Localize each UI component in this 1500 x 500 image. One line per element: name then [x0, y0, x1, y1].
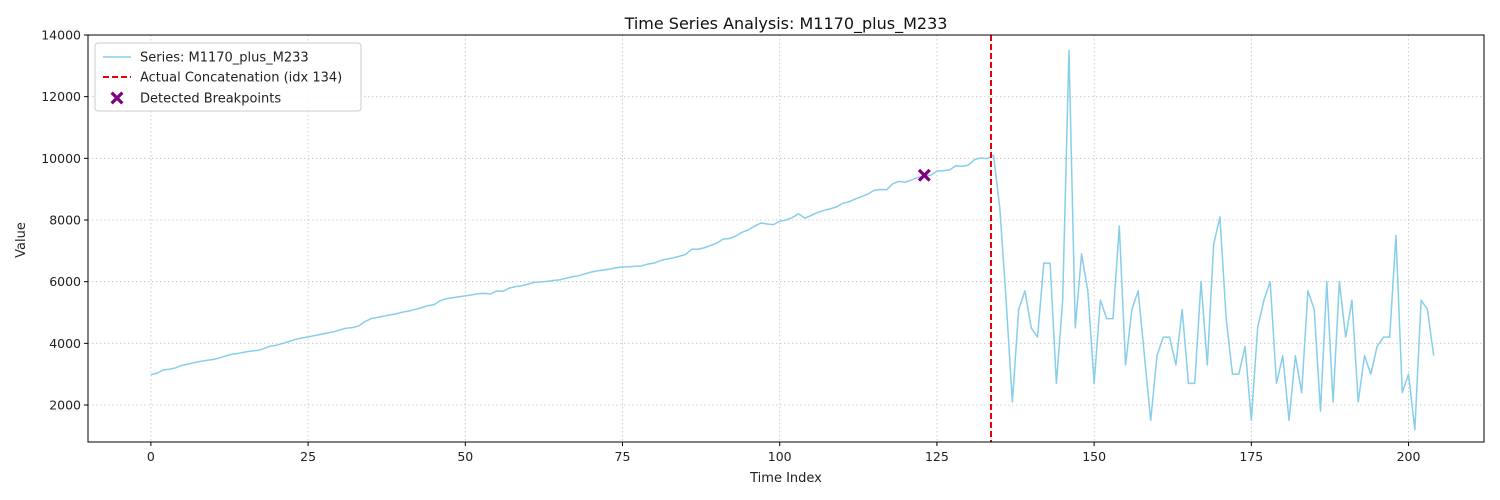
y-tick-label: 14000	[41, 28, 81, 43]
legend: Series: M1170_plus_M233 Actual Concatena…	[94, 42, 362, 112]
x-tick-label: 50	[457, 449, 473, 464]
breakpoint-marker	[917, 168, 931, 182]
x-tick-label: 100	[768, 449, 792, 464]
legend-box	[94, 42, 362, 112]
y-tick-label: 12000	[41, 89, 81, 104]
marker-layer	[917, 35, 992, 442]
y-tick-label: 2000	[49, 398, 81, 413]
x-tick-label: 150	[1082, 449, 1106, 464]
tick-layer: 0 25 50 75 100 125 150 175 200 2000 4000 6000 8000 10…	[41, 28, 1420, 465]
plot-frame	[87, 34, 1485, 443]
y-tick-label: 10000	[41, 151, 81, 166]
series-line	[150, 49, 1435, 431]
y-axis-label: Value	[14, 222, 29, 258]
x-tick-label: 75	[615, 449, 631, 464]
series-layer	[150, 49, 1435, 431]
legend-vline-label: Actual Concatenation (idx 134)	[140, 71, 342, 86]
y-tick-label: 4000	[49, 336, 81, 351]
chart-title: Time Series Analysis: M1170_plus_M233	[624, 14, 948, 34]
legend-breakpoint-label: Detected Breakpoints	[140, 92, 281, 107]
x-tick-label: 175	[1239, 449, 1263, 464]
x-tick-label: 125	[925, 449, 949, 464]
legend-series-label: Series: M1170_plus_M233	[140, 51, 309, 66]
legend-breakpoint-swatch	[110, 91, 124, 105]
x-tick-label: 25	[300, 449, 316, 464]
y-tick-label: 8000	[49, 213, 81, 228]
x-tick-label: 0	[147, 449, 155, 464]
y-tick-label: 6000	[49, 274, 81, 289]
x-axis-label: Time Index	[749, 471, 822, 486]
x-tick-label: 200	[1397, 449, 1421, 464]
